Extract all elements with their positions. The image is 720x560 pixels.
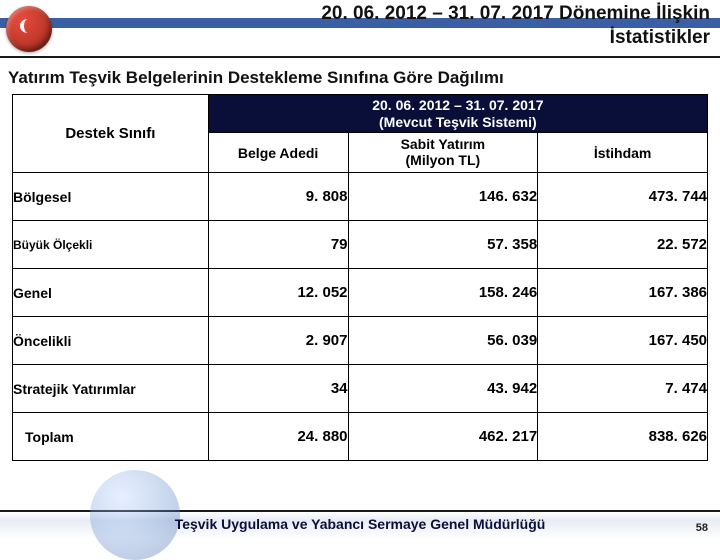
slide-title: 20. 06. 2012 – 31. 07. 2017 Dönemine İli… <box>321 2 710 50</box>
cell-istihdam: 167. 386 <box>538 269 708 317</box>
row-label: Öncelikli <box>13 317 209 365</box>
row-label: Bölgesel <box>13 173 209 221</box>
table-span-header: 20. 06. 2012 – 31. 07. 2017 (Mevcut Teşv… <box>208 95 707 133</box>
table-row: Bölgesel 9. 808 146. 632 473. 744 <box>13 173 708 221</box>
table-row-total: Toplam 24. 880 462. 217 838. 626 <box>13 413 708 461</box>
col-header-belge: Belge Adedi <box>208 133 348 173</box>
globe-icon <box>90 470 180 560</box>
cell-istihdam: 473. 744 <box>538 173 708 221</box>
slide-header: 20. 06. 2012 – 31. 07. 2017 Dönemine İli… <box>0 0 720 58</box>
span-header-text: 20. 06. 2012 – 31. 07. 2017 (Mevcut Teşv… <box>372 97 543 129</box>
cell-sabit: 43. 942 <box>348 365 538 413</box>
turkey-emblem-icon <box>6 6 52 52</box>
table-corner-header: Destek Sınıfı <box>13 95 209 173</box>
statistics-table: Destek Sınıfı 20. 06. 2012 – 31. 07. 201… <box>12 94 708 461</box>
cell-istihdam: 838. 626 <box>538 413 708 461</box>
footer-text: Teşvik Uygulama ve Yabancı Sermaye Genel… <box>0 516 720 532</box>
cell-sabit: 56. 039 <box>348 317 538 365</box>
page-number: 58 <box>696 522 708 534</box>
cell-belge: 24. 880 <box>208 413 348 461</box>
col-header-istihdam: İstihdam <box>538 133 708 173</box>
cell-sabit: 158. 246 <box>348 269 538 317</box>
cell-belge: 12. 052 <box>208 269 348 317</box>
cell-belge: 9. 808 <box>208 173 348 221</box>
cell-istihdam: 7. 474 <box>538 365 708 413</box>
cell-belge: 34 <box>208 365 348 413</box>
row-label: Toplam <box>13 413 209 461</box>
slide-footer: Teşvik Uygulama ve Yabancı Sermaye Genel… <box>0 510 720 540</box>
cell-belge: 2. 907 <box>208 317 348 365</box>
cell-istihdam: 167. 450 <box>538 317 708 365</box>
row-label: Genel <box>13 269 209 317</box>
table-row: Büyük Ölçekli 79 57. 358 22. 572 <box>13 221 708 269</box>
table-row: Stratejik Yatırımlar 34 43. 942 7. 474 <box>13 365 708 413</box>
col-header-sabit: Sabit Yatırım (Milyon TL) <box>348 133 538 173</box>
slide-subtitle: Yatırım Teşvik Belgelerinin Destekleme S… <box>8 68 712 88</box>
table-row: Genel 12. 052 158. 246 167. 386 <box>13 269 708 317</box>
cell-sabit: 146. 632 <box>348 173 538 221</box>
title-line-2: İstatistikler <box>610 27 710 48</box>
cell-belge: 79 <box>208 221 348 269</box>
cell-sabit: 462. 217 <box>348 413 538 461</box>
col-header-sabit-text: Sabit Yatırım (Milyon TL) <box>401 137 486 168</box>
table-row: Öncelikli 2. 907 56. 039 167. 450 <box>13 317 708 365</box>
cell-istihdam: 22. 572 <box>538 221 708 269</box>
title-line-1: 20. 06. 2012 – 31. 07. 2017 Dönemine İli… <box>321 3 710 24</box>
cell-sabit: 57. 358 <box>348 221 538 269</box>
row-label: Stratejik Yatırımlar <box>13 365 209 413</box>
row-label: Büyük Ölçekli <box>13 221 209 269</box>
